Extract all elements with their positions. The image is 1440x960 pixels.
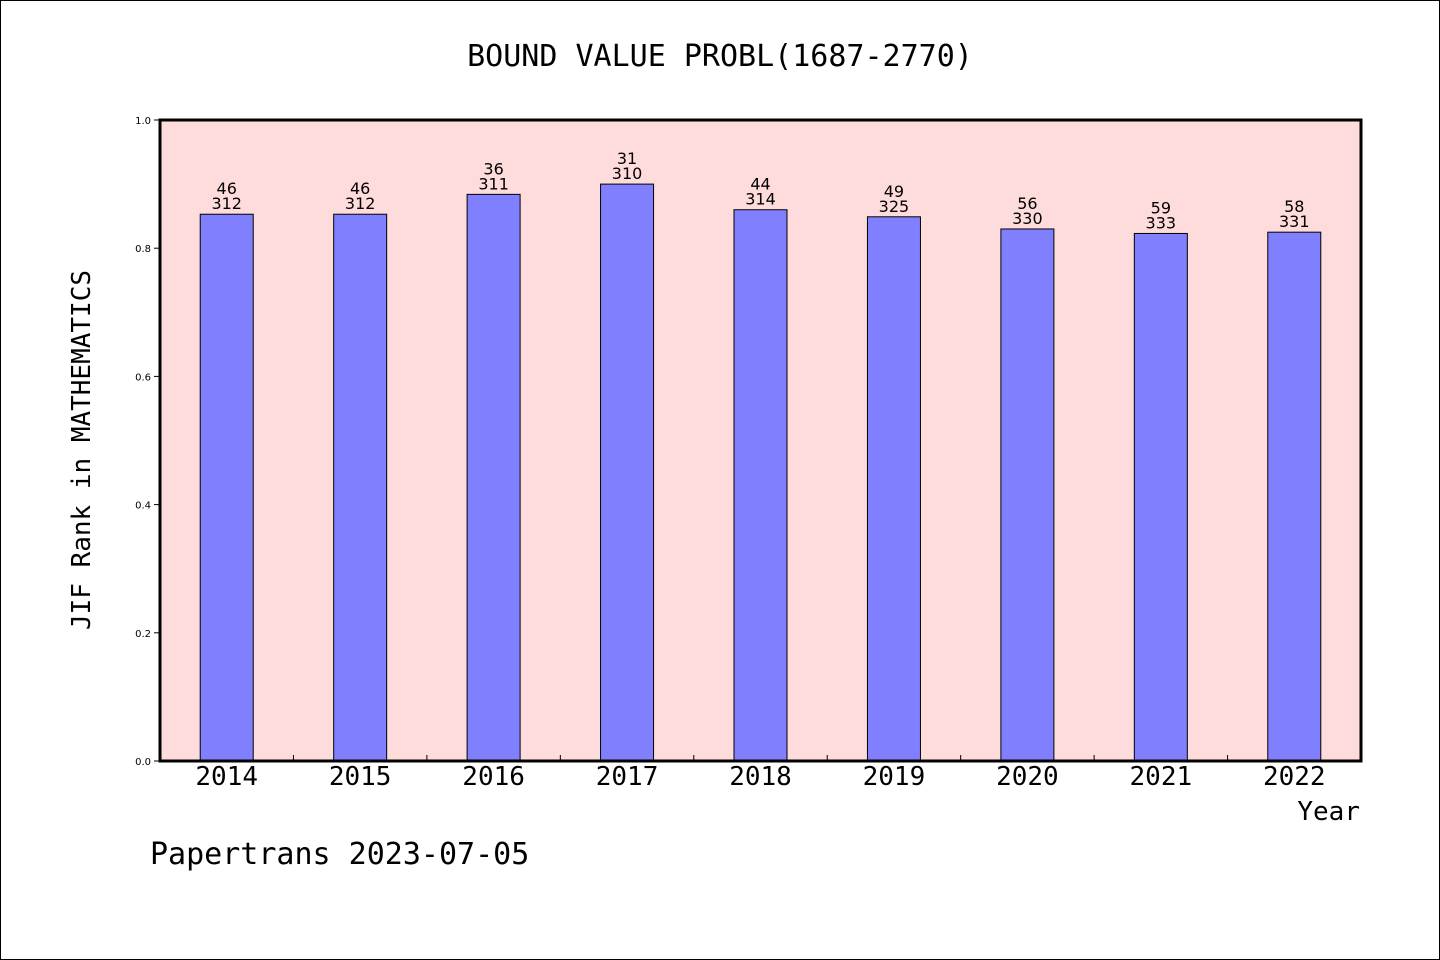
y-axis-label: JIF Rank in MATHEMATICS bbox=[67, 270, 97, 630]
bar-label-total: 330 bbox=[1012, 209, 1043, 228]
bar bbox=[866, 216, 921, 762]
bar-label-rank: 31 bbox=[617, 149, 637, 168]
chart-title: BOUND VALUE PROBL(1687-2770) bbox=[467, 39, 973, 74]
footer-text: Papertrans 2023-07-05 bbox=[150, 837, 529, 872]
bar-label-rank: 56 bbox=[1017, 194, 1037, 213]
x-tick-label: 2019 bbox=[863, 762, 926, 792]
bar-label-rank: 46 bbox=[217, 179, 237, 198]
y-tick-label: 0.0 bbox=[135, 757, 151, 768]
x-tick-label: 2022 bbox=[1263, 762, 1326, 792]
bars-group bbox=[199, 183, 1322, 762]
y-tick-label: 0.2 bbox=[135, 629, 151, 640]
x-tick-label: 2018 bbox=[729, 762, 792, 792]
bar-label-rank: 44 bbox=[750, 175, 770, 194]
x-tick-label: 2016 bbox=[462, 762, 525, 792]
bar bbox=[1133, 232, 1188, 762]
bar-label-total: 310 bbox=[612, 164, 643, 183]
bar-label-total: 331 bbox=[1279, 212, 1310, 231]
bar-label-total: 311 bbox=[478, 174, 509, 193]
x-tick-label: 2014 bbox=[195, 762, 258, 792]
bar bbox=[600, 183, 655, 762]
bar bbox=[466, 193, 521, 762]
bar bbox=[733, 209, 788, 762]
bar-label-total: 312 bbox=[345, 194, 376, 213]
bar-label-total: 314 bbox=[745, 190, 776, 209]
bar bbox=[199, 213, 254, 762]
bar-label-rank: 36 bbox=[483, 159, 503, 178]
x-tick-label: 2017 bbox=[596, 762, 659, 792]
bar bbox=[1267, 231, 1322, 762]
x-tick-label: 2020 bbox=[996, 762, 1059, 792]
x-axis: 2014 2015 2016 2017 2018 2019 2020 2021 2022 bbox=[195, 755, 1326, 792]
x-axis-label: Year bbox=[1297, 797, 1360, 827]
x-tick-label: 2021 bbox=[1130, 762, 1193, 792]
bar-label-rank: 46 bbox=[350, 179, 370, 198]
y-axis: 0.0 0.2 0.4 0.6 0.8 1.0 bbox=[135, 116, 160, 768]
y-tick-label: 0.8 bbox=[135, 244, 151, 255]
bar-label-total: 325 bbox=[879, 197, 910, 216]
x-tick-label: 2015 bbox=[329, 762, 392, 792]
bar-label-rank: 58 bbox=[1284, 197, 1304, 216]
bar-label-total: 333 bbox=[1146, 213, 1177, 232]
plot-border bbox=[158, 118, 1363, 763]
y-tick-label: 0.6 bbox=[135, 372, 151, 383]
bar bbox=[1000, 228, 1055, 762]
bar-label-total: 312 bbox=[211, 194, 242, 213]
bar bbox=[333, 213, 388, 762]
y-tick-label: 1.0 bbox=[135, 116, 151, 127]
bar-label-rank: 59 bbox=[1151, 198, 1171, 217]
bar-label-rank: 49 bbox=[884, 182, 904, 201]
y-tick-label: 0.4 bbox=[135, 501, 151, 512]
